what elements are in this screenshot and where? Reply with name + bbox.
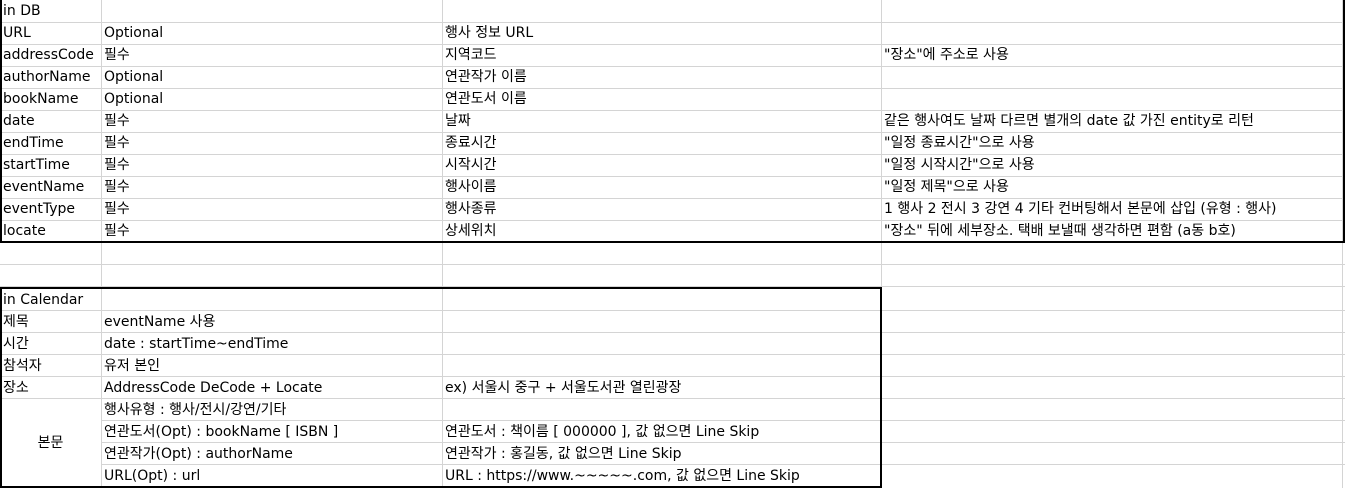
calendar-value-cell: date : startTime~endTime (104, 336, 289, 352)
db-note-cell: "일정 종료시간"으로 사용 (884, 135, 1035, 151)
db-field-cell: locate (3, 223, 46, 239)
db-required-cell: 필수 (104, 201, 130, 217)
db-required-cell: Optional (104, 69, 164, 85)
db-desc-cell: 시작시간 (445, 157, 497, 173)
calendar-body-value-cell: 행사유형 : 행사/전시/강연/기타 (104, 402, 287, 418)
calendar-label-cell: 장소 (3, 380, 29, 396)
db-field-cell: startTime (3, 157, 70, 173)
db-desc-cell: 상세위치 (445, 223, 497, 239)
calendar-example-cell (442, 355, 445, 377)
db-desc-cell: 날짜 (445, 113, 471, 129)
db-required-cell: 필수 (104, 157, 130, 173)
db-required-cell: Optional (104, 91, 164, 107)
db-field-cell: eventName (3, 179, 85, 195)
db-desc-cell: 행사종류 (445, 201, 497, 217)
db-note-cell: 같은 행사여도 날짜 다르면 별개의 date 값 가진 entity로 리턴 (884, 113, 1254, 129)
calendar-body-label: 본문 (37, 435, 64, 451)
calendar-example-cell (442, 333, 445, 355)
db-desc-cell: 연관도서 이름 (445, 91, 527, 107)
db-field-cell: eventType (3, 201, 76, 217)
db-field-cell: addressCode (3, 47, 94, 63)
calendar-label-cell: 시간 (3, 336, 29, 352)
calendar-example-cell (442, 311, 445, 333)
db-note-cell: "장소" 뒤에 세부장소. 택배 보낼때 생각하면 편함 (a동 b호) (884, 223, 1236, 239)
db-desc-cell: 연관작가 이름 (445, 69, 527, 85)
db-field-cell: URL (3, 25, 31, 41)
db-required-cell: Optional (104, 25, 164, 41)
db-desc-cell: 지역코드 (445, 47, 497, 63)
db-note-cell: "일정 제목"으로 사용 (884, 179, 1009, 195)
db-required-cell: 필수 (104, 223, 130, 239)
calendar-value-cell: eventName 사용 (104, 314, 216, 330)
calendar-label-cell: 참석자 (3, 358, 42, 374)
db-note-cell: "일정 시작시간"으로 사용 (884, 157, 1035, 173)
calendar-example-cell: ex) 서울시 중구 + 서울도서관 열린광장 (445, 380, 682, 396)
calendar-value-cell: 유저 본인 (104, 358, 160, 374)
db-field-cell: endTime (3, 135, 64, 151)
db-note-cell (881, 66, 884, 88)
db-field-cell: bookName (3, 91, 79, 107)
db-table-header: in DB (3, 3, 41, 19)
calendar-table-header: in Calendar (3, 292, 84, 308)
calendar-body-value-cell: 연관작가(Opt) : authorName (104, 446, 293, 462)
db-note-cell (881, 22, 884, 44)
db-note-cell (881, 88, 884, 110)
calendar-body-example-cell: 연관도서 : 책이름 [ 000000 ], 값 없으면 Line Skip (445, 424, 760, 440)
db-required-cell: 필수 (104, 135, 130, 151)
db-required-cell: 필수 (104, 47, 130, 63)
db-field-cell: date (3, 113, 35, 129)
db-required-cell: 필수 (104, 179, 130, 195)
db-note-cell: 1 행사 2 전시 3 강연 4 기타 컨버팅해서 본문에 삽입 (유형 : 행… (884, 201, 1277, 217)
db-note-cell: "장소"에 주소로 사용 (884, 47, 1009, 63)
db-field-cell: authorName (3, 69, 91, 85)
calendar-label-cell: 제목 (3, 314, 29, 330)
calendar-body-example-cell (442, 399, 445, 421)
calendar-body-example-cell: URL : https://www.~~~~~.com, 값 없으면 Line … (445, 468, 800, 484)
db-desc-cell: 종료시간 (445, 135, 497, 151)
db-required-cell: 필수 (104, 113, 130, 129)
calendar-body-example-cell: 연관작가 : 홍길동, 값 없으면 Line Skip (445, 446, 682, 462)
db-desc-cell: 행사 정보 URL (445, 25, 534, 41)
db-desc-cell: 행사이름 (445, 179, 497, 195)
calendar-body-value-cell: URL(Opt) : url (104, 468, 201, 484)
calendar-body-value-cell: 연관도서(Opt) : bookName [ ISBN ] (104, 424, 339, 440)
calendar-value-cell: AddressCode DeCode + Locate (104, 380, 323, 396)
